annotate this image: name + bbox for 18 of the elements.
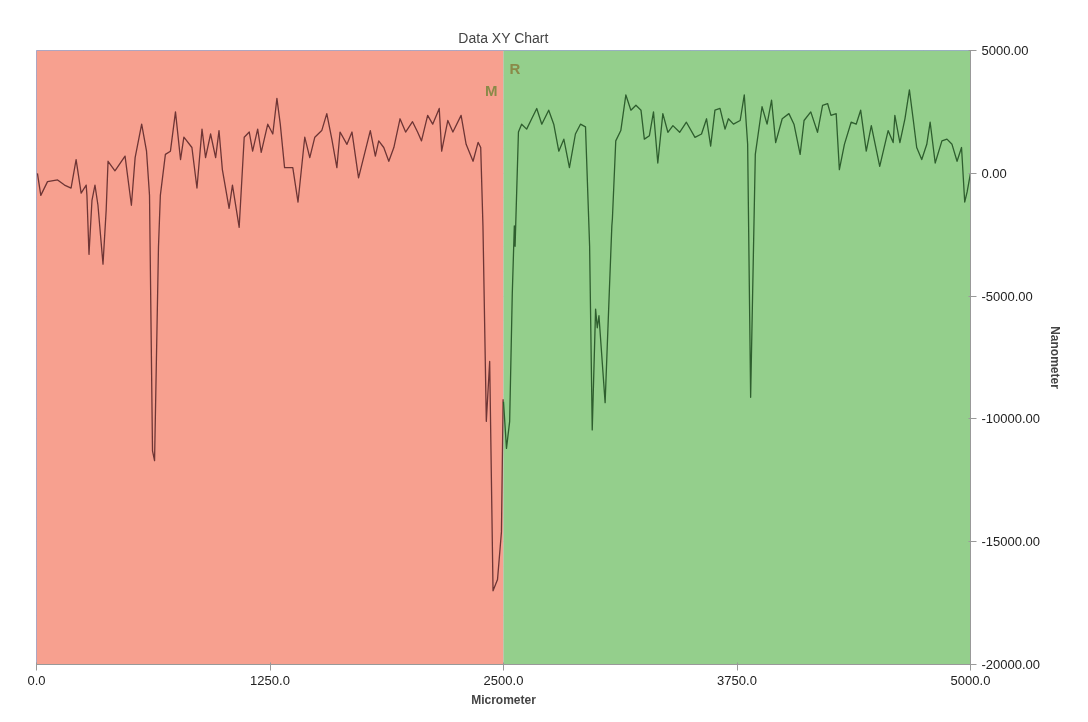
y-tick-label: -5000.00: [981, 288, 1033, 304]
x-tick-label: 3750.0: [717, 672, 757, 688]
band-label: M: [485, 82, 498, 99]
band-label: R: [509, 60, 521, 77]
line-series: [502, 89, 971, 450]
y-tick-label: -15000.00: [981, 534, 1041, 550]
y-tick-label: 5000.00: [981, 43, 1029, 58]
y-tick-label: 0.00: [981, 165, 1007, 181]
y-tick-label: -20000.00: [981, 657, 1041, 672]
x-axis-title: Micrometer: [471, 692, 537, 707]
y-axis-title: Nanometer: [1048, 326, 1063, 390]
y-tick-label: -10000.00: [981, 411, 1041, 427]
x-tick-label: 5000.0: [950, 672, 991, 688]
line-series: [36, 97, 504, 592]
chart-title: Data XY Chart: [458, 29, 549, 46]
x-tick-label: 1250.0: [250, 672, 290, 688]
x-tick-label: 2500.0: [483, 672, 524, 688]
x-tick-label: 0.0: [27, 672, 46, 688]
